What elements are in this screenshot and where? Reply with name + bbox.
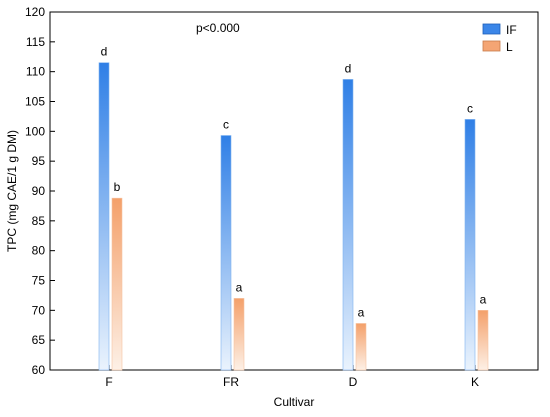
legend-swatch-L [482, 40, 501, 52]
y-tick-label: 105 [25, 95, 45, 109]
y-tick-label: 90 [32, 184, 46, 198]
legend: IF L [482, 23, 517, 54]
legend-label-L: L [506, 40, 513, 54]
x-tick-label: K [471, 375, 479, 389]
bar-letter-label: c [223, 118, 229, 132]
legend-label-IF: IF [506, 23, 517, 37]
y-tick-label: 95 [32, 154, 46, 168]
legend-swatch-IF [482, 23, 501, 35]
y-tick-label: 80 [32, 244, 46, 258]
y-tick-label: 70 [32, 303, 46, 317]
bar-L-K [477, 310, 489, 371]
bar-letter-label: a [480, 292, 487, 306]
x-axis: F FR D K [105, 365, 479, 389]
bar-letter-label: b [114, 180, 121, 194]
x-tick-label: F [105, 375, 112, 389]
y-tick-label: 120 [25, 5, 45, 19]
y-tick-label: 60 [32, 363, 46, 377]
annotation-text: p<0.000 [196, 21, 240, 35]
bars: d b c a d a c a [98, 45, 489, 371]
y-axis-label: TPC (mg CAE/1 g DM) [5, 130, 19, 252]
bar-letter-label: d [345, 61, 352, 75]
y-tick-label: 110 [26, 65, 45, 79]
bar-L-FR [233, 298, 245, 371]
bar-letter-label: d [101, 45, 108, 59]
bar-IF-K [464, 119, 476, 371]
bar-letter-label: c [467, 101, 473, 115]
bar-IF-D [342, 79, 354, 371]
bar-letter-label: a [236, 280, 243, 294]
y-tick-label: 65 [32, 333, 46, 347]
x-tick-label: FR [223, 375, 239, 389]
x-tick-label: D [349, 375, 358, 389]
y-tick-label: 100 [25, 124, 45, 138]
bar-letter-label: a [358, 305, 365, 319]
x-axis-label: Cultivar [274, 395, 315, 409]
bar-IF-F [98, 62, 110, 371]
y-tick-label: 75 [32, 274, 46, 288]
y-tick-label: 85 [32, 214, 46, 228]
y-tick-label: 115 [26, 35, 45, 49]
bar-L-F [111, 197, 123, 371]
y-axis: 60 65 70 75 80 85 90 95 100 105 110 115 120 [25, 5, 55, 377]
bar-L-D [355, 323, 367, 371]
bar-IF-FR [220, 135, 232, 371]
